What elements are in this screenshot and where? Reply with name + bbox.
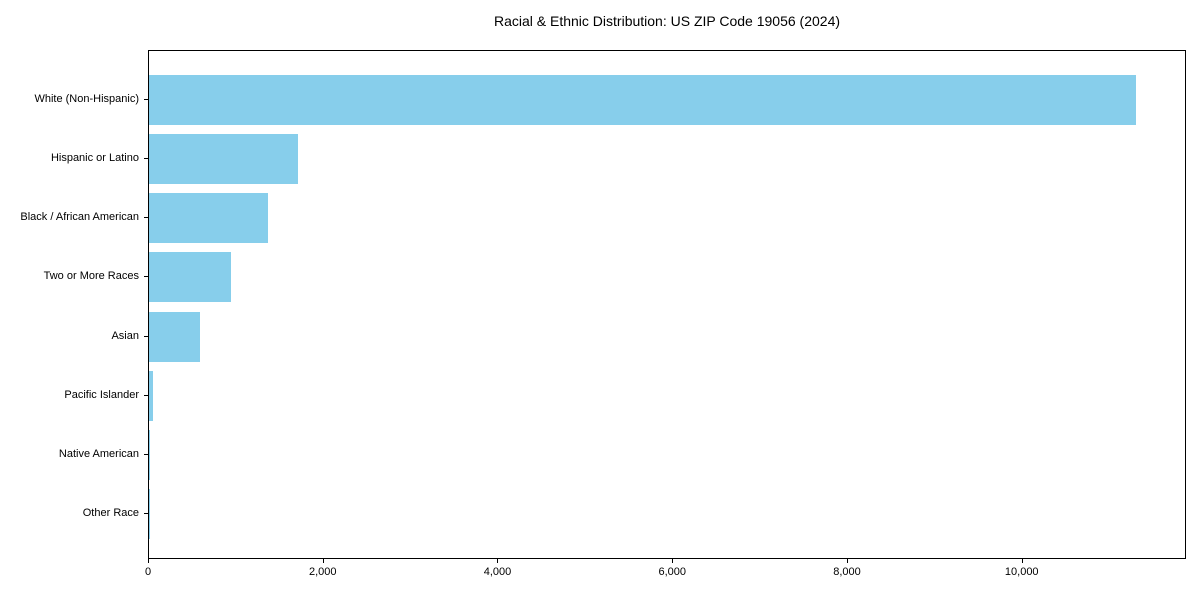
x-axis-tick: [148, 559, 149, 563]
y-axis-label-other-race: Other Race: [82, 506, 139, 519]
y-axis-tick: [144, 217, 148, 219]
y-axis-tick: [144, 158, 148, 160]
x-axis-tick-label: 8,000: [833, 566, 861, 578]
y-axis-label-hispanic-or-latino: Hispanic or Latino: [50, 152, 139, 165]
bar-native-american: [149, 429, 151, 480]
bar-black-african-american: [149, 193, 268, 244]
y-axis-label-black-african-american: Black / African American: [20, 211, 139, 224]
y-axis-tick: [144, 394, 148, 396]
x-axis-tick: [846, 559, 848, 563]
x-axis-tick-label: 10,000: [1004, 566, 1039, 578]
y-axis-tick: [144, 276, 148, 278]
bar-hispanic-or-latino: [149, 134, 298, 185]
x-axis-tick-label: 4,000: [483, 566, 512, 578]
y-axis-tick: [144, 453, 148, 455]
chart-title: Racial & Ethnic Distribution: US ZIP Cod…: [493, 13, 841, 29]
x-axis-tick: [672, 559, 674, 563]
x-axis-tick: [322, 559, 324, 563]
bar-asian: [149, 311, 200, 362]
y-axis-label-asian: Asian: [111, 329, 139, 342]
y-axis-label-pacific-islander: Pacific Islander: [64, 388, 139, 401]
plot-area: [148, 50, 1186, 559]
x-axis-tick-label: 2,000: [308, 566, 337, 578]
y-axis-tick: [144, 335, 148, 337]
bar-two-or-more-races: [149, 252, 232, 303]
bar-pacific-islander: [149, 370, 154, 421]
bar-white-non-hispanic: [149, 75, 1137, 125]
y-axis-tick: [144, 99, 148, 100]
x-axis-tick: [1021, 559, 1023, 563]
y-axis-label-white-non-hispanic: White (Non-Hispanic): [34, 93, 139, 105]
x-axis-tick-label: 6,000: [658, 566, 686, 578]
y-axis-label-native-american: Native American: [58, 447, 139, 460]
x-axis-tick-label: 0: [144, 566, 152, 578]
x-axis-tick: [497, 559, 499, 563]
y-axis-tick: [144, 512, 148, 514]
y-axis-label-two-or-more-races: Two or More Races: [43, 270, 139, 283]
bar-other-race: [149, 488, 150, 539]
